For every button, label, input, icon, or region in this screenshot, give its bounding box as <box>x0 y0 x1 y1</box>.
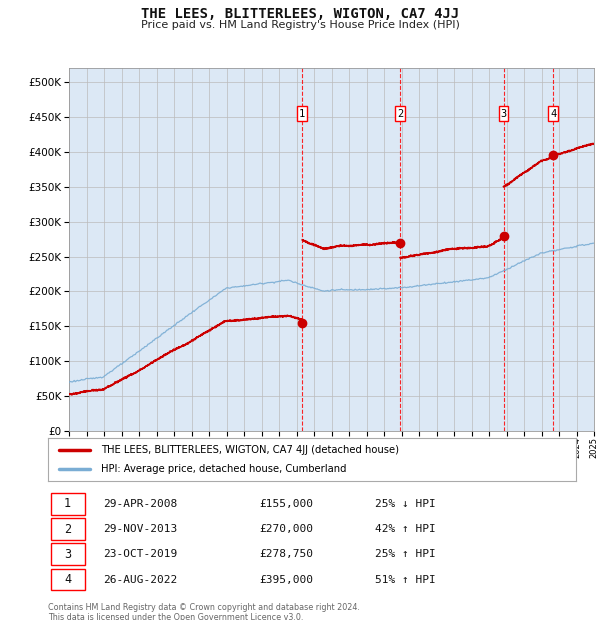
Text: 3: 3 <box>500 108 506 118</box>
FancyBboxPatch shape <box>50 569 85 590</box>
Text: 51% ↑ HPI: 51% ↑ HPI <box>376 575 436 585</box>
Text: £270,000: £270,000 <box>259 524 313 534</box>
Text: 29-NOV-2013: 29-NOV-2013 <box>103 524 178 534</box>
Text: 2: 2 <box>64 523 71 536</box>
Text: £155,000: £155,000 <box>259 499 313 509</box>
Text: 3: 3 <box>64 548 71 560</box>
Text: THE LEES, BLITTERLEES, WIGTON, CA7 4JJ: THE LEES, BLITTERLEES, WIGTON, CA7 4JJ <box>141 7 459 22</box>
FancyBboxPatch shape <box>298 106 307 122</box>
FancyBboxPatch shape <box>50 543 85 565</box>
FancyBboxPatch shape <box>499 106 508 122</box>
Text: 25% ↓ HPI: 25% ↓ HPI <box>376 499 436 509</box>
Text: Contains HM Land Registry data © Crown copyright and database right 2024.
This d: Contains HM Land Registry data © Crown c… <box>48 603 360 620</box>
FancyBboxPatch shape <box>395 106 405 122</box>
Text: 4: 4 <box>64 573 71 586</box>
Text: 26-AUG-2022: 26-AUG-2022 <box>103 575 178 585</box>
Text: 2: 2 <box>397 108 403 118</box>
Text: 1: 1 <box>299 108 305 118</box>
Text: HPI: Average price, detached house, Cumberland: HPI: Average price, detached house, Cumb… <box>101 464 346 474</box>
Text: Price paid vs. HM Land Registry's House Price Index (HPI): Price paid vs. HM Land Registry's House … <box>140 20 460 30</box>
Text: 25% ↑ HPI: 25% ↑ HPI <box>376 549 436 559</box>
FancyBboxPatch shape <box>50 518 85 540</box>
Text: 42% ↑ HPI: 42% ↑ HPI <box>376 524 436 534</box>
Text: £395,000: £395,000 <box>259 575 313 585</box>
Text: THE LEES, BLITTERLEES, WIGTON, CA7 4JJ (detached house): THE LEES, BLITTERLEES, WIGTON, CA7 4JJ (… <box>101 445 399 455</box>
Text: 4: 4 <box>550 108 556 118</box>
Text: 1: 1 <box>64 497 71 510</box>
Text: £278,750: £278,750 <box>259 549 313 559</box>
FancyBboxPatch shape <box>548 106 558 122</box>
FancyBboxPatch shape <box>50 493 85 515</box>
Text: 23-OCT-2019: 23-OCT-2019 <box>103 549 178 559</box>
Text: 29-APR-2008: 29-APR-2008 <box>103 499 178 509</box>
